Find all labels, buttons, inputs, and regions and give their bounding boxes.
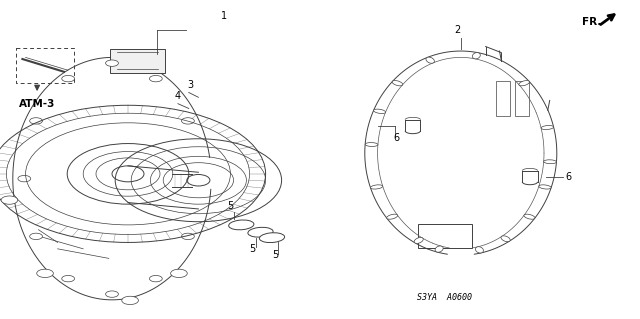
- Text: 3: 3: [188, 80, 194, 90]
- Text: 1: 1: [221, 11, 227, 21]
- Ellipse shape: [228, 220, 254, 230]
- Ellipse shape: [259, 233, 285, 242]
- Ellipse shape: [365, 143, 378, 146]
- Circle shape: [182, 118, 195, 124]
- Text: 5: 5: [250, 244, 256, 254]
- FancyBboxPatch shape: [515, 81, 529, 116]
- Ellipse shape: [524, 214, 535, 219]
- Text: S3YA  A0600: S3YA A0600: [417, 293, 472, 302]
- Ellipse shape: [414, 237, 423, 243]
- Circle shape: [61, 276, 74, 282]
- Circle shape: [122, 296, 138, 305]
- Circle shape: [150, 276, 163, 282]
- Ellipse shape: [543, 160, 556, 164]
- Ellipse shape: [392, 81, 403, 86]
- Circle shape: [150, 75, 163, 82]
- Ellipse shape: [519, 81, 529, 86]
- FancyBboxPatch shape: [496, 81, 510, 116]
- Circle shape: [182, 233, 195, 240]
- Ellipse shape: [371, 185, 383, 189]
- Circle shape: [29, 118, 42, 124]
- Ellipse shape: [387, 214, 397, 219]
- Circle shape: [29, 233, 42, 240]
- Ellipse shape: [541, 125, 554, 130]
- Circle shape: [106, 291, 118, 297]
- Text: 5: 5: [227, 201, 234, 211]
- Circle shape: [62, 75, 75, 82]
- Circle shape: [36, 269, 53, 278]
- Text: 2: 2: [454, 26, 461, 35]
- Text: FR.: FR.: [582, 17, 602, 27]
- Circle shape: [106, 60, 118, 66]
- Ellipse shape: [435, 246, 443, 252]
- Polygon shape: [110, 48, 165, 72]
- Ellipse shape: [476, 247, 483, 253]
- Text: 6: 6: [394, 133, 400, 143]
- Text: 5: 5: [272, 250, 278, 260]
- Circle shape: [18, 175, 31, 182]
- Ellipse shape: [501, 236, 510, 242]
- Text: 4: 4: [175, 91, 181, 101]
- Text: 6: 6: [565, 172, 572, 182]
- Ellipse shape: [426, 57, 435, 63]
- Circle shape: [1, 196, 18, 204]
- Ellipse shape: [248, 227, 273, 237]
- Circle shape: [171, 269, 188, 278]
- Ellipse shape: [472, 53, 480, 59]
- Ellipse shape: [374, 109, 386, 114]
- FancyBboxPatch shape: [418, 224, 472, 248]
- Text: ATM-3: ATM-3: [19, 99, 56, 109]
- Ellipse shape: [539, 185, 551, 189]
